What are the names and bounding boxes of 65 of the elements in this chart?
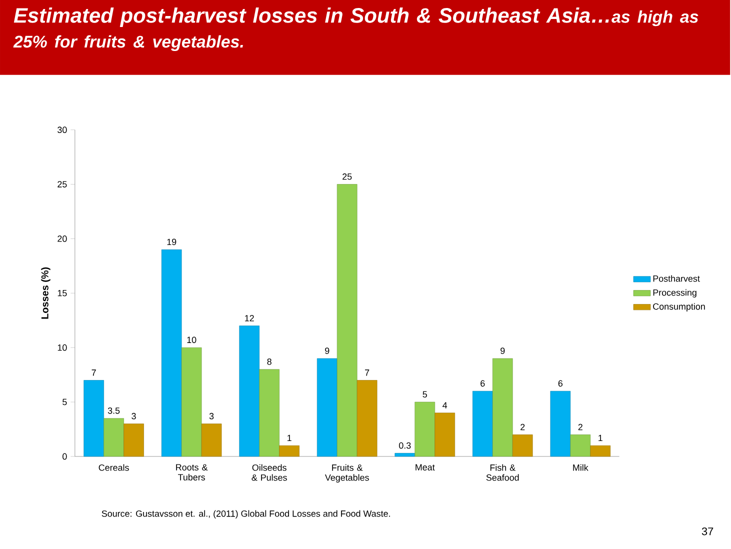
data-label: 9 <box>500 347 505 354</box>
data-label: 25 <box>342 173 352 180</box>
data-label: 1 <box>598 434 602 441</box>
bar <box>472 390 493 456</box>
y-tick-label: 30 <box>58 126 67 133</box>
x-tick-label: Meat <box>416 464 435 470</box>
data-label: 4 <box>442 402 448 408</box>
data-label: 1 <box>288 434 292 441</box>
bar <box>336 184 358 456</box>
bar <box>161 249 182 456</box>
y-tick-label: 20 <box>58 235 67 242</box>
data-label: 3 <box>209 412 214 420</box>
data-label: 12 <box>245 314 254 322</box>
bar <box>124 423 144 456</box>
y-tick-label: 0 <box>62 453 67 460</box>
bar <box>279 445 300 456</box>
bar <box>181 347 202 456</box>
bar <box>570 434 591 456</box>
bar <box>590 445 611 456</box>
data-label: 5 <box>422 391 427 398</box>
source-note: Source: Gustavsson et. al., (2011) Global Food Losses and Food Waste. <box>102 510 390 518</box>
bar <box>414 402 436 456</box>
data-label: 3.5 <box>108 407 120 414</box>
data-label: 9 <box>325 347 330 354</box>
legend-label: Postharvest <box>653 275 700 282</box>
data-label: 19 <box>167 238 176 245</box>
bar <box>201 423 222 456</box>
bar <box>356 380 378 456</box>
y-tick-label: 5 <box>62 398 67 405</box>
bar <box>434 412 455 456</box>
text: 37 <box>702 527 714 536</box>
bar <box>239 325 260 456</box>
legend-label: Processing <box>653 288 696 298</box>
x-tick-label: Fruits & Vegetables <box>324 464 369 482</box>
data-label: 7 <box>92 369 96 376</box>
data-label: 0.3 <box>399 442 411 449</box>
x-tick-label: Milk <box>573 464 588 471</box>
bar <box>492 358 513 456</box>
data-label: 6 <box>480 380 485 386</box>
text: as high as <box>612 10 698 26</box>
bar <box>104 418 124 456</box>
x-tick-label: Fish & Seafood <box>486 464 519 481</box>
data-label: 2 <box>520 424 525 430</box>
chart-title: Estimated post-harvest losses in South & Southeast Asia… <box>14 7 609 27</box>
data-label: 10 <box>187 336 196 343</box>
text: 25% for fruits & vegetables. <box>13 35 243 51</box>
data-label: 7 <box>365 369 370 376</box>
legend-label: Consumption <box>653 302 705 312</box>
bar <box>512 434 533 456</box>
y-tick-label: 10 <box>58 344 67 351</box>
data-label: 2 <box>578 424 582 430</box>
bar <box>259 369 280 456</box>
data-label: 8 <box>267 358 272 365</box>
bar <box>550 390 571 456</box>
y-tick-label: 25 <box>58 180 67 188</box>
data-label: 6 <box>558 380 563 386</box>
y-axis-title: Losses (%) <box>41 267 50 319</box>
y-tick-label: 15 <box>58 290 67 296</box>
data-label: 3 <box>132 412 136 420</box>
bar <box>84 380 104 456</box>
bar <box>394 452 416 456</box>
x-tick-label: Roots & Tubers <box>176 464 208 480</box>
bar <box>316 358 338 456</box>
x-tick-label: Oilseeds & Pulses <box>252 464 287 481</box>
x-tick-label: Cereals <box>98 464 129 471</box>
